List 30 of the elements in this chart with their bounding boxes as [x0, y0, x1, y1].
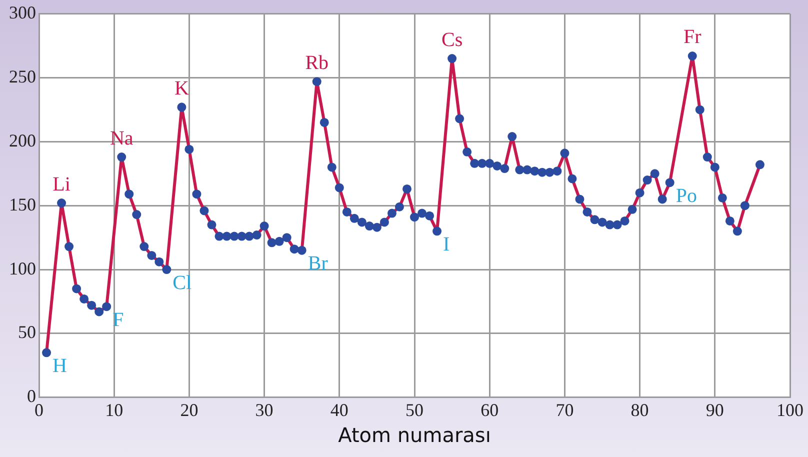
x-tick-label: 100: [776, 400, 804, 420]
x-tick-label: 60: [480, 400, 499, 420]
x-axis-title: Atom numarası: [338, 423, 491, 448]
annotation: I: [443, 233, 450, 256]
y-tick-label: 200: [9, 130, 36, 150]
x-tick-label: 30: [255, 400, 274, 420]
annotation: F: [112, 308, 124, 331]
annotation: Fr: [683, 26, 702, 48]
x-tick-label: 10: [105, 400, 124, 420]
y-tick-label: 50: [18, 322, 36, 342]
x-tick-label: 70: [556, 400, 574, 420]
y-tick-label: 150: [9, 194, 36, 214]
y-tick-label: 300: [9, 2, 36, 23]
annotation: Li: [52, 173, 71, 196]
x-tick-label: 40: [330, 400, 348, 420]
x-tick-label: 90: [706, 400, 724, 420]
annotation: Po: [676, 184, 697, 207]
y-tick-label: 0: [27, 386, 36, 406]
annotation: H: [52, 354, 67, 377]
annotation: K: [174, 77, 190, 100]
x-tick-label: 20: [180, 400, 198, 420]
annotation: Cl: [172, 272, 192, 294]
y-tick-label: 250: [9, 66, 36, 86]
x-tick-label: 80: [630, 400, 649, 420]
annotation: Rb: [305, 52, 329, 74]
y-tick-label: 100: [9, 258, 36, 278]
annotation: Na: [110, 127, 134, 150]
annotation: Br: [308, 252, 328, 275]
x-tick-label: 50: [406, 400, 424, 420]
annotation: Cs: [441, 28, 463, 51]
